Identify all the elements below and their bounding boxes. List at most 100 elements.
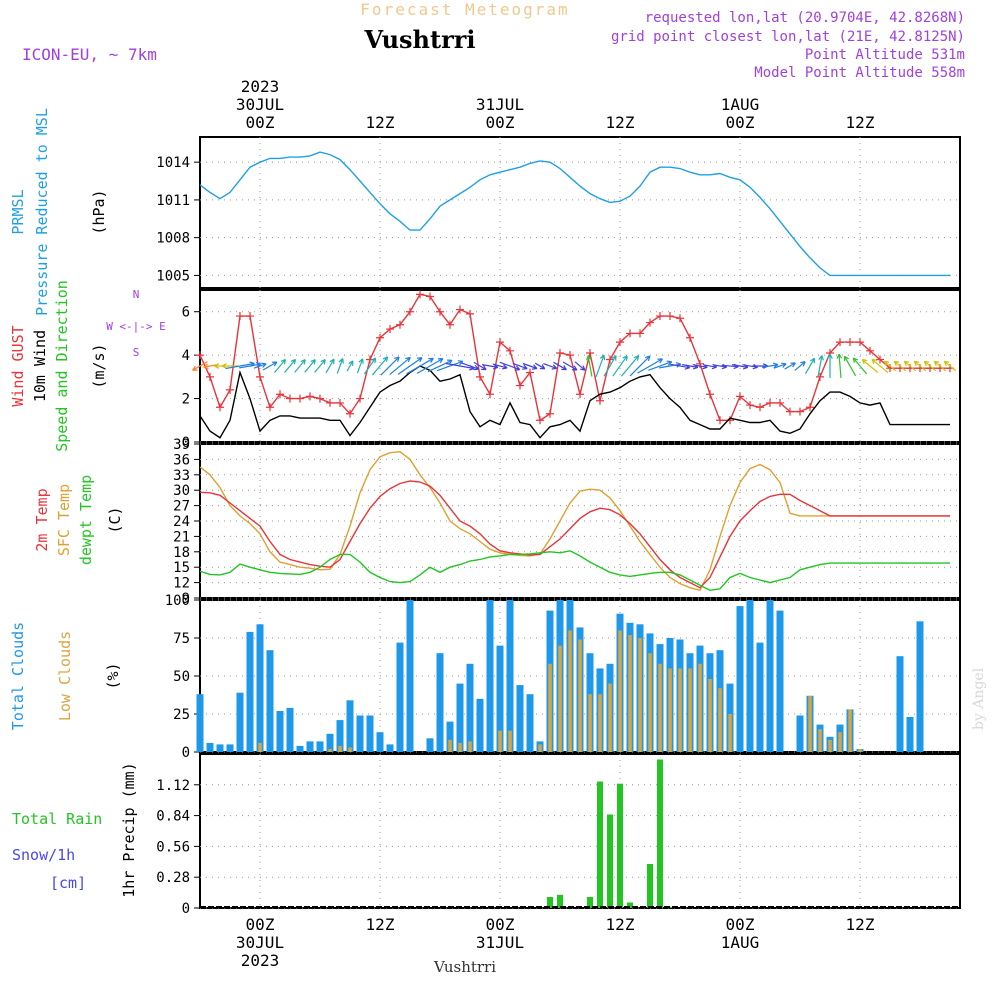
total-clouds-bar	[896, 656, 904, 752]
wind-arrow	[933, 360, 947, 372]
wind-gust-point	[866, 346, 874, 355]
low-clouds-bar	[468, 741, 472, 752]
bottom-time-label: 31JUL	[476, 933, 524, 952]
precip-bar	[547, 897, 553, 908]
total-clouds-bar	[356, 715, 364, 752]
wind-gust-point	[706, 390, 714, 399]
wind-arrow	[562, 361, 578, 371]
total-clouds-bar	[476, 698, 484, 752]
wind-gust-point	[536, 416, 544, 425]
precip-bar	[607, 814, 613, 908]
total-clouds-bar	[466, 663, 474, 752]
wind-arrow	[883, 360, 897, 372]
wind-arrow	[436, 360, 464, 372]
temp-tick-label: 21	[173, 529, 190, 545]
wind-arrow	[871, 358, 889, 374]
wind-tick-label: 6	[182, 305, 190, 321]
wind-direction-arrows	[192, 353, 957, 378]
location-title: Vushtrri	[364, 25, 476, 54]
total-clouds-bar	[306, 741, 314, 752]
low-clouds-bar	[568, 630, 572, 752]
total-clouds-bar	[206, 742, 214, 752]
low-clouds-bar	[508, 730, 512, 752]
clouds-tick-label: 50	[173, 669, 190, 685]
low-clouds-bar	[258, 742, 262, 752]
wind-gust-point	[376, 333, 384, 342]
temp-tick-label: 12	[173, 576, 190, 592]
wind-arrow	[893, 360, 907, 372]
wind-gust-point	[616, 338, 624, 347]
low-clouds-bar	[658, 663, 662, 752]
precip-bar	[597, 781, 603, 908]
top-time-label: 12Z	[606, 113, 635, 132]
low-clouds-bar	[578, 639, 582, 752]
prmsl-series	[199, 151, 950, 277]
compass-west-east: W <-|-> E	[106, 320, 166, 333]
total-clouds-bar	[246, 631, 254, 752]
top-time-label: 00Z	[726, 113, 755, 132]
total-clouds-bar	[746, 600, 754, 752]
wind-arrow	[586, 355, 593, 377]
low-clouds-bar	[498, 730, 502, 752]
pressure-tick-label: 1011	[156, 193, 190, 209]
wind-arrow	[512, 362, 528, 370]
total-clouds-bar	[316, 741, 324, 752]
wind-10m-series	[199, 365, 950, 439]
point-altitude: Point Altitude 531m	[805, 47, 965, 63]
precip-tick-label: 0	[182, 901, 190, 917]
pressure-label-msl: Pressure Reduced to MSL	[33, 108, 51, 316]
wind-gust-point	[716, 416, 724, 425]
wind-gust-point	[636, 329, 644, 338]
bottom-time-label: 12Z	[606, 915, 635, 934]
wind-arrow	[274, 358, 287, 373]
bottom-time-label: 12Z	[366, 915, 395, 934]
wind-gust-point	[246, 312, 254, 321]
low-clouds-bar	[348, 747, 352, 752]
wind-arrow	[253, 362, 267, 369]
wind-gust-point	[806, 403, 814, 412]
precip-bar	[657, 759, 663, 908]
total-clouds-bar	[406, 600, 414, 752]
low-clouds-bar	[808, 695, 812, 752]
wind-gust-point	[776, 398, 784, 407]
bottom-time-label: 00Z	[486, 915, 515, 934]
total-clouds-bar	[526, 694, 534, 752]
wind-arrow	[371, 356, 389, 376]
low-clouds-bar	[538, 744, 542, 752]
total-clouds-bar	[506, 600, 514, 752]
temp-2m-series	[199, 480, 950, 589]
low-clouds-bar	[548, 663, 552, 752]
wind-gust-point	[226, 385, 234, 394]
temp-tick-label: 15	[173, 560, 190, 576]
wind-gust-point	[836, 338, 844, 347]
wind-gust-point	[396, 320, 404, 329]
total-clouds-bar	[396, 642, 404, 752]
total-clouds-bar	[336, 720, 344, 752]
wind-gust-point	[476, 372, 484, 381]
wind-gust-point	[526, 368, 534, 377]
wind-arrow	[336, 358, 344, 374]
wind-gust-point	[326, 398, 334, 407]
wind-gust-point	[416, 290, 424, 299]
wind-gust-point	[606, 355, 614, 364]
wind-label-gust: Wind GUST	[9, 325, 27, 406]
precip-bar	[557, 894, 563, 908]
low-clouds-bar	[558, 645, 562, 752]
low-clouds-bar	[598, 694, 602, 752]
low-clouds-bar	[858, 749, 862, 752]
wind-arrow	[543, 363, 558, 370]
low-clouds-bar	[668, 668, 672, 752]
top-time-label: 30JUL	[236, 95, 284, 114]
total-clouds-bar	[386, 744, 394, 752]
total-clouds-bar	[456, 683, 464, 752]
wind-gust-point	[586, 348, 594, 357]
wind-gust-point	[756, 403, 764, 412]
low-clouds-bar	[448, 739, 452, 752]
wind-arrow	[861, 358, 879, 373]
model-altitude: Model Point Altitude 558m	[754, 65, 965, 81]
pressure-panel-frame	[199, 136, 961, 289]
wind-gust-point	[766, 398, 774, 407]
low-clouds-bar	[328, 749, 332, 752]
temp-2m-line	[199, 480, 950, 589]
wind-gust-point	[666, 312, 674, 321]
